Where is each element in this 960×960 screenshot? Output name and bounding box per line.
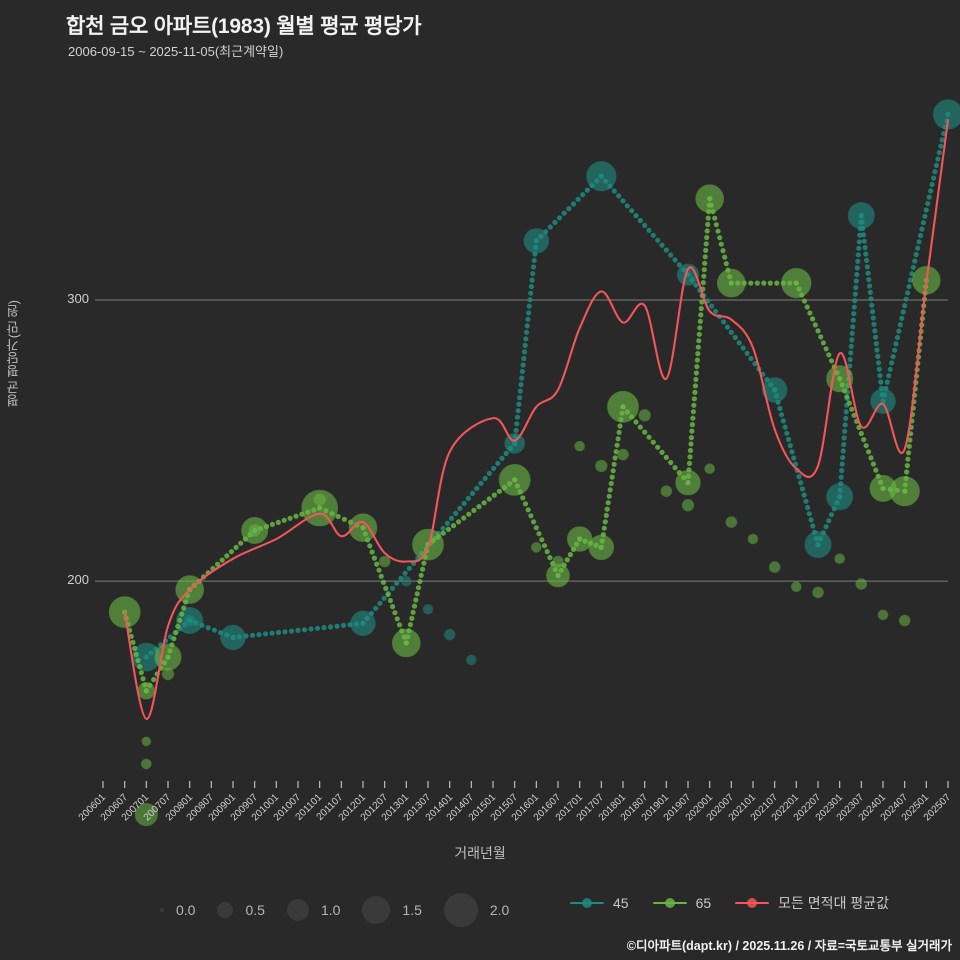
size-legend-label: 1.5	[402, 902, 422, 918]
y-tick-label: 300	[67, 290, 89, 306]
y-tick-label: 200	[67, 572, 89, 588]
legend-item-45[interactable]: 45	[570, 895, 629, 911]
footer-credit: ©디아파트(dapt.kr) / 2025.11.26 / 자료=국토교통부 실…	[626, 939, 952, 953]
series-45	[132, 99, 960, 672]
page-subtitle: 2006-09-15 ~ 2025-11-05(최근계약일)	[68, 44, 284, 59]
size-legend-item: 1.5	[362, 896, 443, 924]
size-legend-bubble-icon	[362, 896, 391, 924]
x-axis-title: 거래년월	[454, 845, 506, 861]
size-legend-bubble-icon	[443, 893, 478, 927]
size-legend-label: 1.0	[320, 902, 341, 918]
legend-swatch-icon	[735, 896, 770, 910]
legend-item-모든-면적대-평균값[interactable]: 모든 면적대 평균값	[735, 893, 889, 913]
size-legend-item: 0.0	[160, 902, 217, 918]
page-title: 합천 금오 아파트(1983) 월별 평균 평당가	[66, 15, 422, 38]
legend-label: 모든 면적대 평균값	[778, 895, 889, 911]
series-legend: 45 65 모든 면적대 평균값	[570, 893, 913, 913]
legend-swatch-icon	[652, 896, 687, 910]
size-legend-item: 2.0	[443, 893, 531, 927]
legend-item-65[interactable]: 65	[652, 895, 712, 911]
size-legend-item: 1.0	[286, 899, 362, 921]
y-axis-title: 평균 평당가(만 원)	[6, 300, 21, 407]
series-65	[108, 184, 941, 700]
legend-label: 45	[613, 895, 629, 911]
size-legend-bubble-icon	[217, 902, 234, 918]
size-legend-bubble-icon	[286, 899, 309, 921]
series-모든-면적대-평균값	[123, 118, 950, 720]
observation-cloud	[134, 409, 911, 827]
legend-label: 65	[695, 895, 712, 911]
size-legend-item: 0.5	[217, 902, 286, 918]
size-legend-label: 0.0	[176, 902, 196, 918]
bubble-size-legend: 0.0 0.5 1.0 1.5 2.0	[160, 893, 531, 927]
size-legend-label: 0.5	[245, 902, 265, 918]
legend-swatch-icon	[570, 896, 604, 910]
size-legend-label: 2.0	[489, 902, 510, 918]
size-legend-bubble-icon	[160, 908, 164, 912]
